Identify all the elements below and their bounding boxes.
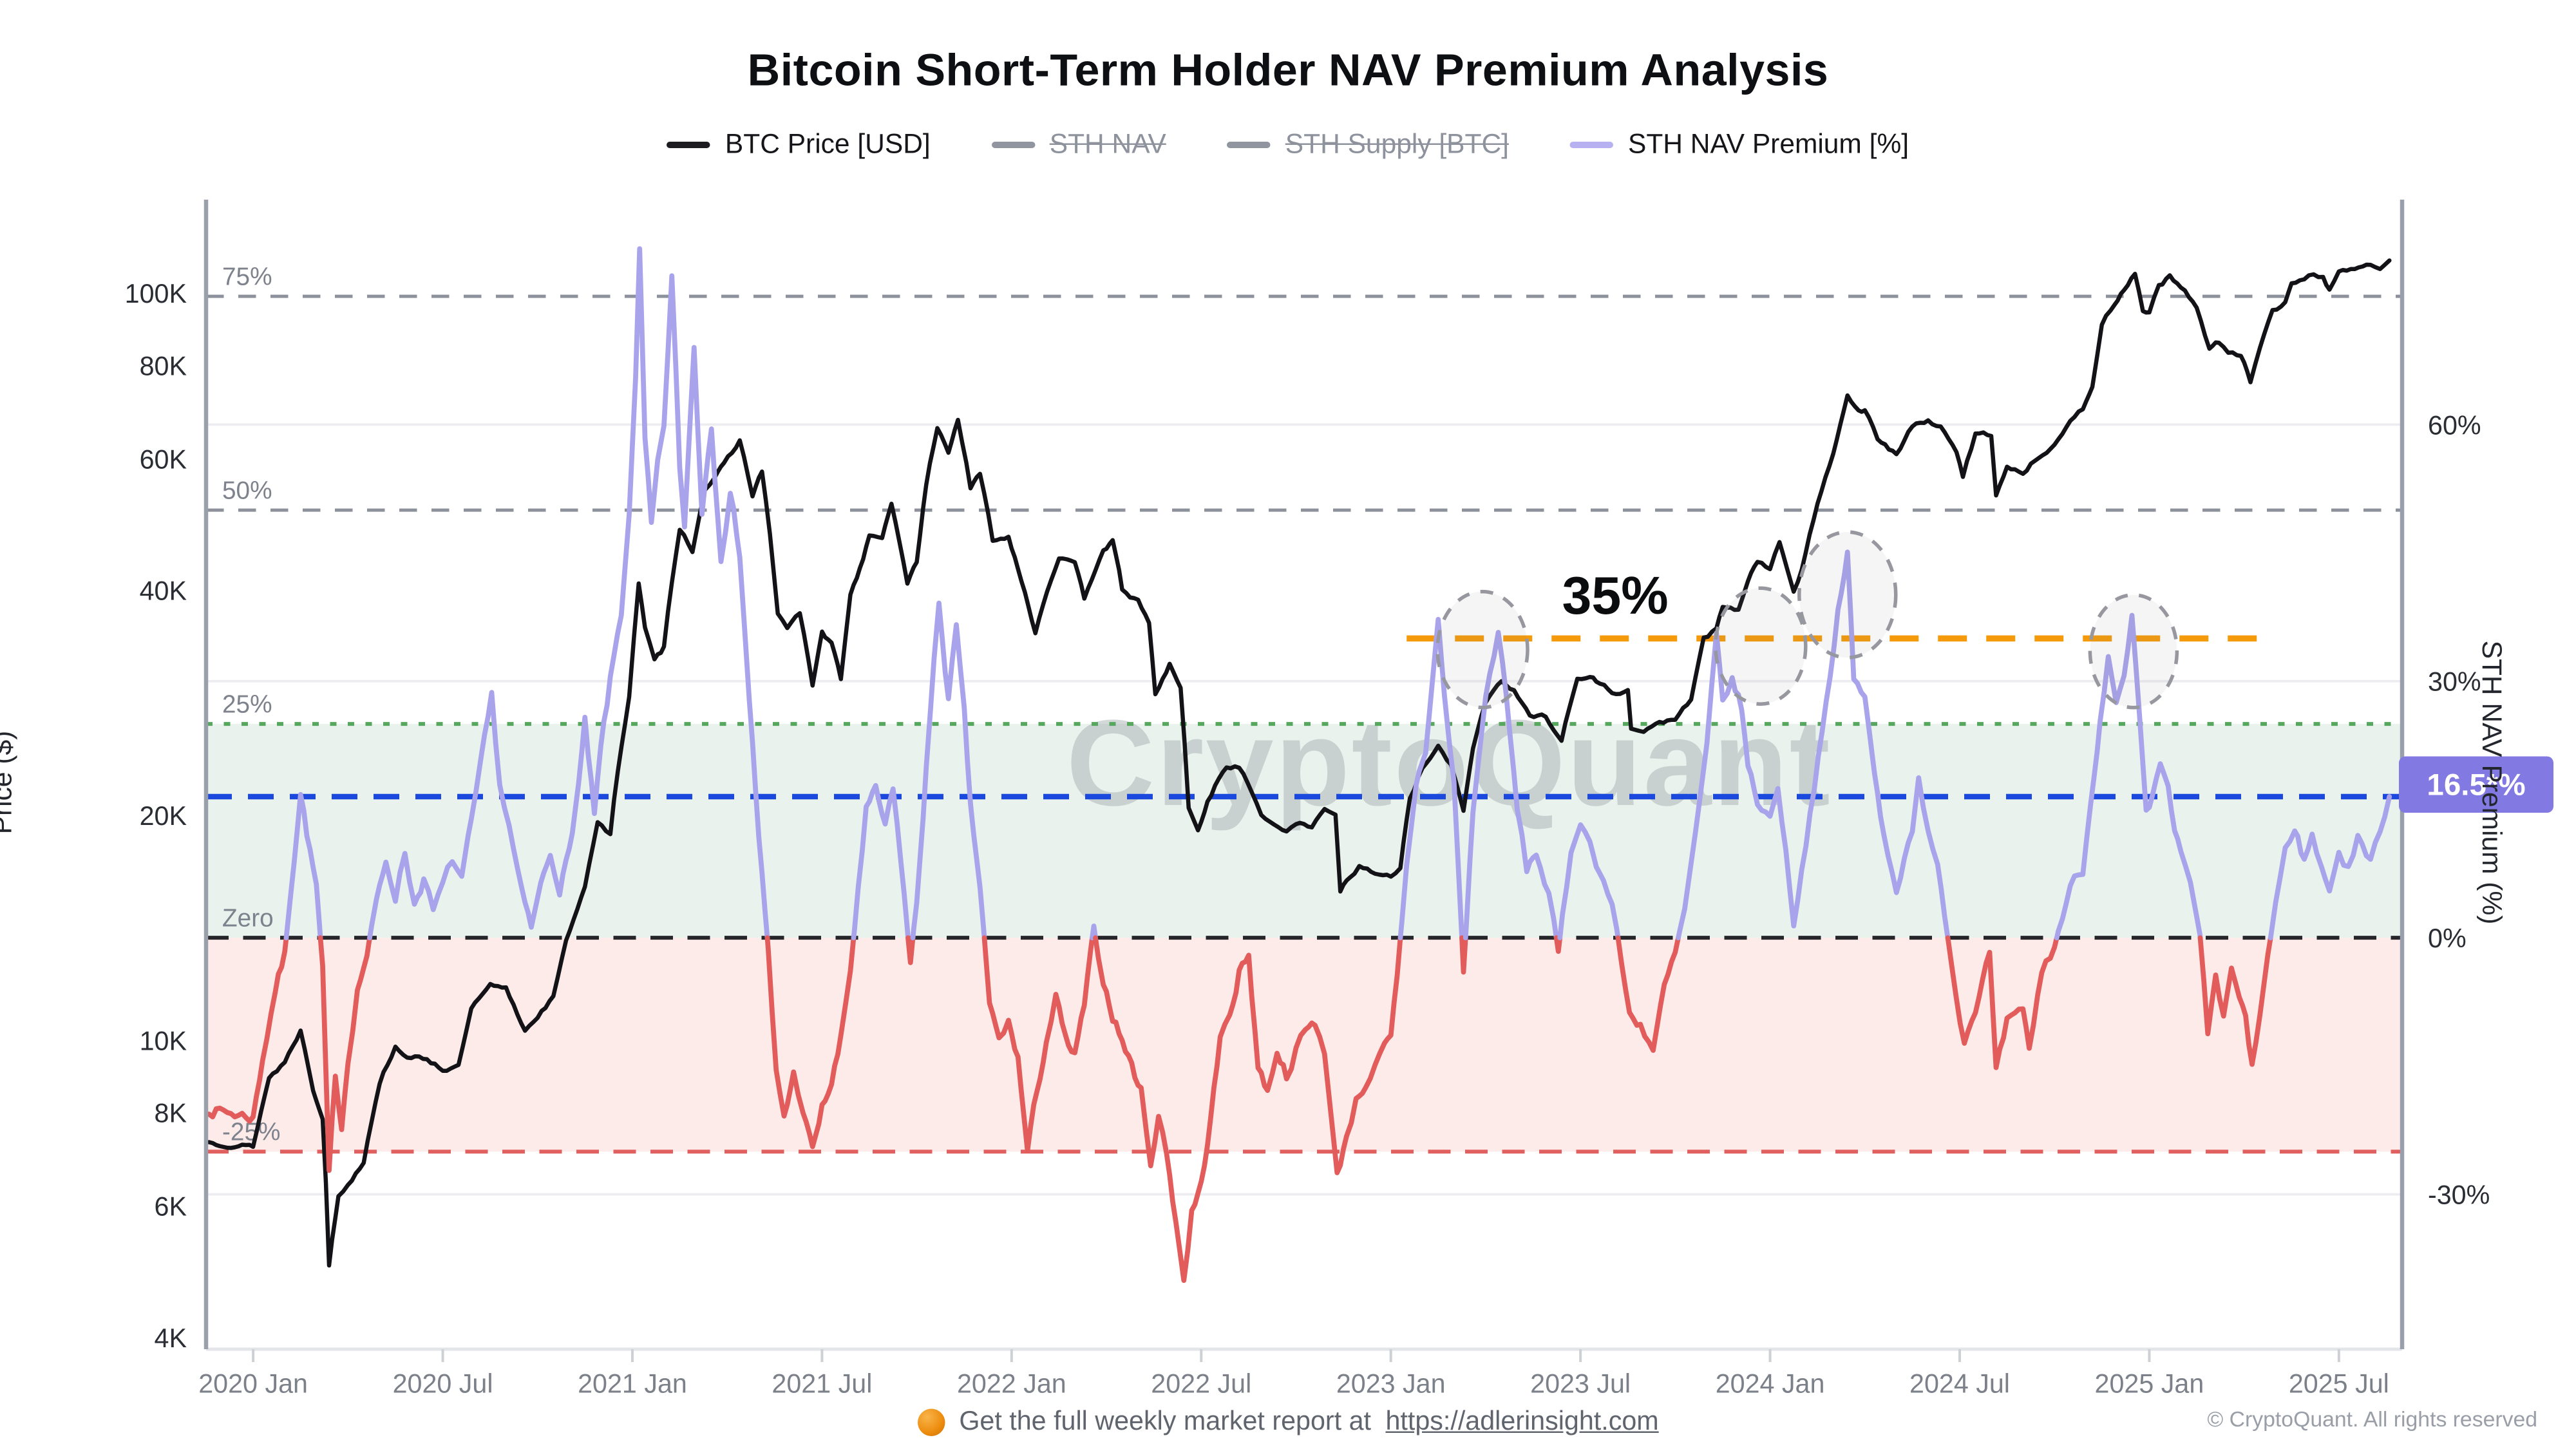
price-tick-label: 20K (140, 801, 187, 831)
sth-premium-line-positive (1676, 549, 1951, 941)
x-tick-label: 2023 Jan (1336, 1369, 1446, 1399)
highlight-circle-4 (2088, 593, 2179, 710)
highlight-circle-2 (1714, 586, 1808, 706)
x-tick-label: 2024 Jul (1909, 1369, 2010, 1399)
price-tick-label: 4K (155, 1323, 187, 1353)
premium-tick-label: -30% (2428, 1180, 2490, 1210)
sth-premium-line-negative (2197, 935, 2273, 1067)
legend-item-2[interactable]: STH NAV (991, 129, 1166, 161)
legend-item-1[interactable]: BTC Price [USD] (667, 129, 931, 161)
footer: Get the full weekly market report at htt… (0, 1407, 2576, 1438)
x-tick-label: 2024 Jan (1716, 1369, 1825, 1399)
level-label--25%: -25% (222, 1119, 280, 1146)
price-tick-label: 60K (140, 444, 187, 474)
price-tick-label: 10K (140, 1026, 187, 1056)
x-tick-label: 2020 Jul (393, 1369, 493, 1399)
sth-premium-line-positive (2054, 612, 2203, 941)
y-axis-label-right: STH NAV Premium (%) (2476, 640, 2507, 925)
premium-tick-label: 30% (2428, 667, 2481, 697)
sth-premium-line-positive (367, 246, 770, 941)
series-layer (206, 246, 2392, 1283)
x-tick-label: 2020 Jan (198, 1369, 308, 1399)
legend-item-4[interactable]: STH NAV Premium [%] (1569, 129, 1909, 161)
legend-item-3[interactable]: STH Supply [BTC] (1227, 129, 1509, 161)
x-tick-label: 2022 Jan (957, 1369, 1066, 1399)
orange-circle-icon (917, 1408, 945, 1436)
sth-premium-line-negative (1093, 935, 1403, 1283)
sth-premium-line-negative (1945, 935, 2060, 1070)
band-negative-premium (206, 938, 2402, 1152)
price-tick-label: 8K (155, 1099, 187, 1128)
sth-premium-line-positive (1397, 616, 1464, 941)
highlight-circle-1 (1435, 589, 1530, 710)
legend-dash-icon (1227, 142, 1271, 148)
sth-premium-line-positive (1463, 630, 1559, 941)
legend-item-label: STH Supply [BTC] (1285, 129, 1509, 160)
report-link[interactable]: https://adlerinsight.com (1385, 1407, 1659, 1436)
legend-dash-icon (667, 142, 711, 148)
x-tick-label: 2021 Jan (578, 1369, 687, 1399)
legend-item-label: STH NAV (1049, 129, 1166, 160)
price-tick-label: 80K (140, 351, 187, 381)
x-tick-label: 2021 Jul (772, 1369, 872, 1399)
sth-premium-line-positive (910, 600, 987, 941)
sth-premium-line-negative (764, 935, 857, 1150)
sth-premium-line-negative (206, 935, 289, 1124)
level-label-50%: 50% (222, 477, 272, 505)
sth-premium-line-positive (851, 782, 911, 941)
sth-premium-line-negative (981, 935, 1095, 1153)
sth-premium-line-negative (1615, 935, 1681, 1053)
price-tick-label: 100K (125, 279, 187, 308)
chart-title: Bitcoin Short-Term Holder NAV Premium An… (747, 45, 1829, 95)
btc-price-line (207, 258, 2392, 1268)
sth-premium-line-negative (905, 935, 916, 965)
sth-premium-line-positive (2268, 794, 2392, 941)
copyright-text: © CryptoQuant. All rights reserved (2207, 1407, 2537, 1432)
highlight-circle-3 (1797, 530, 1898, 659)
sth-premium-line-positive (1090, 923, 1098, 941)
legend-dash-icon (991, 142, 1036, 148)
legend: BTC Price [USD] STH NAV STH Supply [BTC] ST… (0, 129, 2576, 161)
footer-note: Get the full weekly market report at (959, 1407, 1371, 1436)
x-tick-label: 2022 Jul (1151, 1369, 1251, 1399)
price-tick-label: 40K (140, 576, 187, 606)
sth-premium-line-negative (1553, 935, 1563, 954)
target-level-label: 35% (1562, 566, 1669, 625)
sth-premium-line-negative (1459, 935, 1468, 975)
x-tick-label: 2025 Jan (2095, 1369, 2204, 1399)
premium-tick-label: 0% (2428, 923, 2467, 953)
x-tick-label: 2025 Jul (2289, 1369, 2389, 1399)
x-tick-label: 2023 Jul (1530, 1369, 1631, 1399)
legend-dash-icon (1569, 142, 1614, 148)
sth-premium-line-positive (1557, 822, 1621, 941)
sth-premium-line-positive (283, 791, 323, 941)
sth-premium-line-negative (317, 935, 372, 1173)
premium-badge (2399, 756, 2553, 813)
level-label-Zero: Zero (222, 905, 274, 933)
y-axis-label-left: Price ($) (0, 730, 18, 835)
legend-item-label: STH NAV Premium [%] (1627, 129, 1909, 160)
level-label-75%: 75% (222, 263, 272, 291)
premium-tick-label: 60% (2428, 410, 2481, 440)
legend-item-label: BTC Price [USD] (724, 129, 931, 160)
level-label-25%: 25% (222, 691, 272, 719)
premium-badge-text: 16.5*% (2427, 768, 2525, 802)
price-tick-label: 6K (155, 1192, 187, 1222)
